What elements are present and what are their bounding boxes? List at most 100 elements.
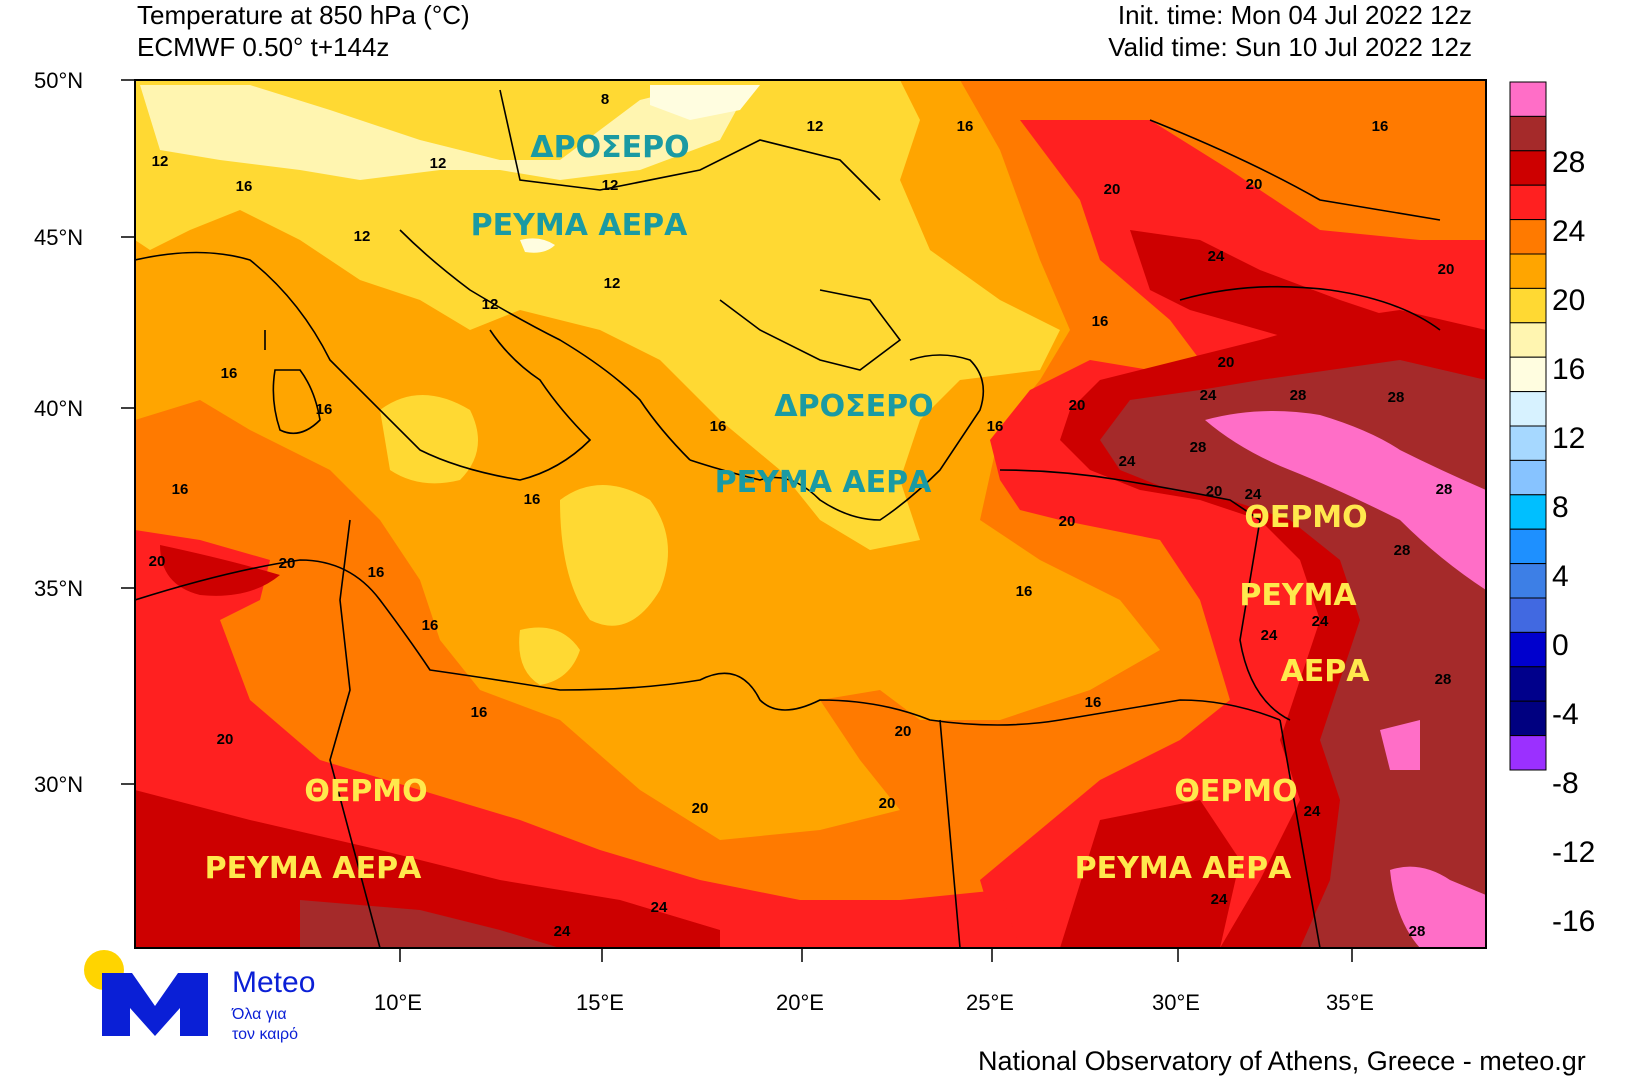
colorbar-swatch — [1509, 425, 1547, 461]
contour-label: 24 — [1208, 248, 1225, 265]
annotation-cool-greece-2: ΡΕΥΜΑ ΑΕΡΑ — [715, 465, 932, 500]
contour-label: 24 — [1312, 613, 1329, 630]
band-8-12-ionian — [519, 627, 580, 685]
colorbar-swatch — [1509, 219, 1547, 255]
colorbar-swatch — [1509, 391, 1547, 427]
chart-title: Temperature at 850 hPa (°C) — [137, 0, 470, 30]
contour-label: 16 — [957, 118, 974, 135]
annotation-hot-sw-2: ΡΕΥΜΑ ΑΕΡΑ — [205, 851, 422, 886]
model-run: ECMWF 0.50° t+144z — [137, 32, 390, 62]
contour-label: 28 — [1388, 389, 1405, 406]
colorbar-swatch — [1509, 563, 1547, 599]
meteo-logo-icon — [84, 950, 208, 1036]
contour-label: 16 — [1016, 583, 1033, 600]
contour-label: 12 — [482, 296, 499, 313]
contour-label: 20 — [279, 555, 296, 572]
colorbar-swatch — [1509, 356, 1547, 393]
band-8-12-sea — [560, 485, 668, 626]
colorbar-label: 16 — [1552, 353, 1586, 386]
lon-label: 30°E — [1152, 990, 1200, 1015]
contour-label: 28 — [1394, 542, 1411, 559]
annotation-hot-east-2: ΡΕΥΜΑ — [1239, 578, 1357, 613]
lat-label: 30°N — [34, 772, 84, 797]
contour-label: 16 — [1372, 118, 1389, 135]
colorbar-label: 8 — [1552, 491, 1569, 524]
footer-credit: National Observatory of Athens, Greece -… — [978, 1046, 1586, 1076]
colorbar-label: 28 — [1552, 146, 1586, 179]
contour-label: 20 — [1438, 261, 1455, 278]
contour-label: 12 — [604, 275, 621, 292]
band-hot-pink-south — [1380, 720, 1420, 770]
contour-label: 12 — [354, 228, 371, 245]
valid-time: Valid time: Sun 10 Jul 2022 12z — [1108, 32, 1472, 62]
lat-label: 35°N — [34, 576, 84, 601]
contour-label: 28 — [1190, 439, 1207, 456]
colorbar-label: 0 — [1552, 629, 1569, 662]
lon-label: 35°E — [1326, 990, 1374, 1015]
lat-label: 40°N — [34, 396, 84, 421]
colorbar — [1509, 81, 1547, 771]
colorbar-label: -16 — [1552, 905, 1596, 938]
colorbar-swatch — [1509, 459, 1547, 496]
contour-label: 12 — [152, 153, 169, 170]
init-time: Init. time: Mon 04 Jul 2022 12z — [1117, 0, 1472, 30]
contour-label: 20 — [1104, 181, 1121, 198]
annotation-hot-se-2: ΡΕΥΜΑ ΑΕΡΑ — [1075, 851, 1292, 886]
band-8-12 — [135, 80, 1060, 550]
contour-label: 16 — [368, 564, 385, 581]
band-4-8 — [140, 85, 750, 180]
contour-label: 16 — [422, 617, 439, 634]
coastlines — [135, 89, 1441, 948]
band-24-28-se — [1060, 800, 1240, 948]
contour-label: 16 — [1085, 694, 1102, 711]
colorbar-swatch — [1509, 115, 1547, 152]
contour-label: 20 — [1218, 354, 1235, 371]
lon-label: 15°E — [576, 990, 624, 1015]
colorbar-label: -8 — [1552, 767, 1579, 800]
band-hot-pink-se — [1390, 866, 1486, 948]
colorbar-label: 12 — [1552, 422, 1586, 455]
colorbar-label: -4 — [1552, 698, 1579, 731]
contour-label: 24 — [1245, 486, 1262, 503]
logo-name: Meteo — [232, 966, 316, 999]
contour-label: 16 — [710, 418, 727, 435]
colorbar-label: 20 — [1552, 284, 1586, 317]
contour-label: 24 — [1119, 453, 1136, 470]
contour-label: 16 — [471, 704, 488, 721]
meteo-logo[interactable]: Meteo Όλα για τον καιρό — [80, 948, 340, 1043]
annotation-hot-east: ΘΕΡΜΟ — [1244, 500, 1367, 535]
colorbar-swatch — [1509, 666, 1547, 702]
colorbar-swatch — [1509, 253, 1547, 289]
contour-label: 20 — [692, 800, 709, 817]
annotation-cool-north: ΔΡΟΣΕΡΟ — [530, 130, 689, 165]
contour-label: 24 — [1200, 387, 1217, 404]
colorbar-swatch — [1509, 631, 1547, 668]
colorbar-label: 24 — [1552, 215, 1586, 248]
colorbar-swatch — [1509, 735, 1547, 771]
contour-label: 20 — [217, 731, 234, 748]
colorbar-swatch — [1509, 150, 1547, 186]
logo-tagline-1: Όλα για — [232, 1006, 287, 1023]
contour-label: 24 — [554, 923, 571, 940]
contour-label: 16 — [172, 481, 189, 498]
contour-label: 12 — [807, 118, 824, 135]
band-hot-pink — [1205, 411, 1486, 590]
annotation-cool-greece: ΔΡΟΣΕΡΟ — [774, 389, 933, 424]
annotation-hot-east-3: ΑΕΡΑ — [1281, 654, 1371, 689]
contour-label: 28 — [1409, 923, 1426, 940]
contour-label: 20 — [1246, 176, 1263, 193]
contour-label: 16 — [316, 401, 333, 418]
contour-label: 12 — [430, 155, 447, 172]
colorbar-label: 4 — [1552, 560, 1569, 593]
lon-label: 10°E — [374, 990, 422, 1015]
contour-label: 20 — [149, 553, 166, 570]
band-0-4 — [650, 85, 760, 120]
colorbar-swatch — [1509, 184, 1547, 221]
band-20-24-south — [135, 530, 1020, 948]
band-8-12-tyrr — [380, 395, 478, 484]
annotation-hot-se: ΘΕΡΜΟ — [1174, 774, 1297, 809]
ticks — [121, 79, 1353, 962]
lat-label: 45°N — [34, 225, 84, 250]
contour-labels: 8 12 12 12 12 12 12 12 16 16 16 16 16 16… — [149, 91, 1455, 940]
